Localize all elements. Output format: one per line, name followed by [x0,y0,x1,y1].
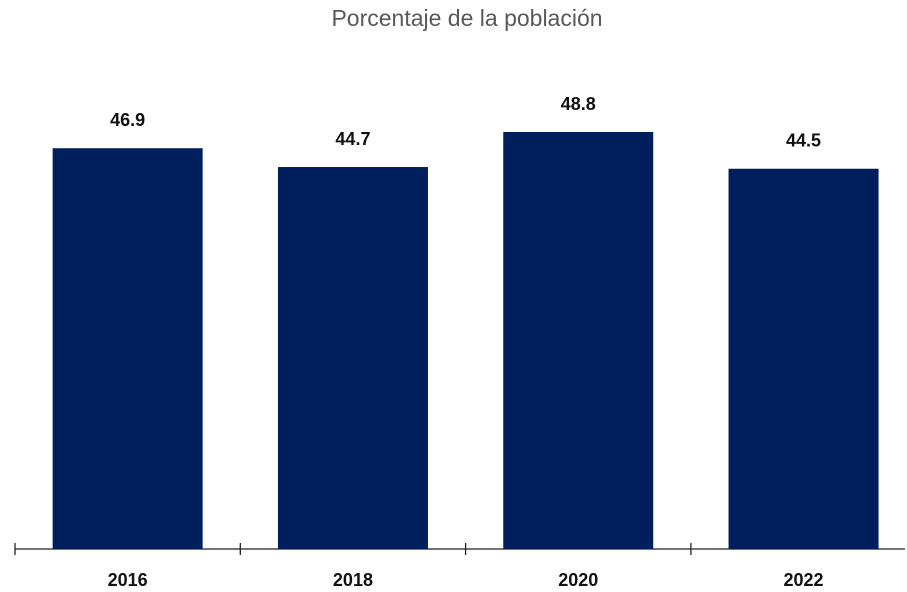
x-tick-label: 2022 [784,570,824,590]
x-tick-label: 2018 [333,570,373,590]
data-label: 44.7 [335,129,370,149]
bar [277,167,428,549]
data-label: 48.8 [561,94,596,114]
bar [52,148,203,549]
x-tick-label: 2020 [558,570,598,590]
bar [728,168,879,549]
data-label: 46.9 [110,110,145,130]
chart-title: Porcentaje de la población [331,5,602,31]
x-tick-label: 2016 [108,570,148,590]
bar [503,132,654,549]
data-label: 44.5 [786,130,821,150]
